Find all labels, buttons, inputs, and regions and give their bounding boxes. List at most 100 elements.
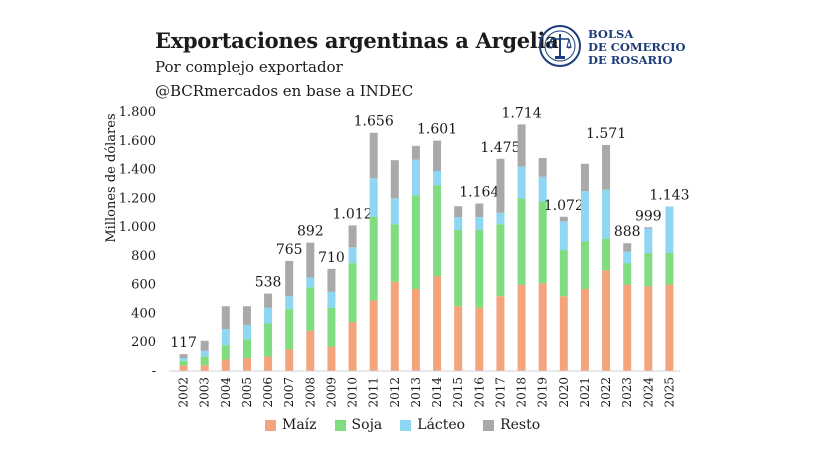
bar-segment-lacteo <box>538 176 547 202</box>
chart-source: @BCRmercados en base a INDEC <box>155 82 414 100</box>
y-tick-label: 1.200 <box>119 191 156 206</box>
bar-segment-resto <box>454 206 463 218</box>
bar-segment-lacteo <box>200 350 209 357</box>
x-tick-label: 2017 <box>493 377 507 408</box>
bar-segment-resto <box>285 260 294 297</box>
bar-segment-soja <box>221 345 230 360</box>
bar-segment-resto <box>327 268 336 292</box>
x-tick-label: 2002 <box>177 377 191 408</box>
bar-segment-lacteo <box>454 217 463 230</box>
x-tick-label: 2004 <box>219 377 233 408</box>
x-tick-label: 2013 <box>409 377 423 408</box>
bar-segment-soja <box>390 224 399 282</box>
bar-segment-resto <box>602 144 611 190</box>
legend-swatch-maiz <box>265 419 276 431</box>
bar-segment-maiz <box>285 349 294 371</box>
legend-item-maiz: Maíz <box>265 417 317 433</box>
bar-segment-maiz <box>327 346 336 371</box>
bcr-seal-icon <box>539 25 581 67</box>
x-tick-label: 2024 <box>641 377 655 408</box>
legend-item-resto: Resto <box>483 417 540 433</box>
bar-segment-lacteo <box>390 198 399 225</box>
bar-segment-lacteo <box>644 228 653 254</box>
bar-segment-soja <box>517 198 526 285</box>
bar-segment-resto <box>623 243 632 252</box>
bar-segment-soja <box>475 229 484 308</box>
x-tick-label: 2022 <box>599 377 613 408</box>
bar-segment-soja <box>623 263 632 285</box>
legend-item-soja: Soja <box>334 417 382 433</box>
x-tick-label: 2003 <box>198 377 212 408</box>
bar-segment-resto <box>411 145 420 160</box>
legend-item-lacteo: Lácteo <box>400 417 465 433</box>
bar-segment-maiz <box>242 358 251 371</box>
bar-total-label: 888 <box>614 224 641 240</box>
bar-segment-maiz <box>496 296 505 371</box>
bar-segment-soja <box>242 339 251 359</box>
bar-segment-soja <box>285 309 294 350</box>
bar-segment-maiz <box>433 276 442 371</box>
logo-line-2: DE COMERCIO <box>588 40 686 54</box>
bar-segment-resto <box>433 140 442 171</box>
x-tick-label: 2011 <box>367 377 381 408</box>
bar-segment-soja <box>496 224 505 297</box>
y-tick-label: 1.400 <box>119 163 156 178</box>
bar-segment-lacteo <box>580 191 589 242</box>
bar-segment-lacteo <box>306 277 315 288</box>
x-tick-label: 2009 <box>324 377 338 408</box>
bar-segment-lacteo <box>327 291 336 308</box>
bar-segment-maiz <box>644 286 653 371</box>
x-tick-label: 2020 <box>557 377 571 408</box>
chart-subtitle: Por complejo exportador <box>155 58 343 76</box>
legend-label-lacteo: Lácteo <box>417 417 466 433</box>
bar-segment-soja <box>433 185 442 277</box>
x-tick-label: 2021 <box>578 377 592 408</box>
bar-segment-lacteo <box>369 178 378 218</box>
bar-segment-resto <box>538 158 547 177</box>
bar-segment-soja <box>580 241 589 289</box>
bar-segment-maiz <box>538 283 547 371</box>
bar-segment-soja <box>327 307 336 347</box>
bar-segment-soja <box>411 195 420 289</box>
bar-segment-resto <box>179 354 188 359</box>
x-tick-label: 2006 <box>261 377 275 408</box>
bar-segment-soja <box>538 201 547 284</box>
bar-segment-resto <box>200 340 209 351</box>
bar-segment-lacteo <box>517 166 526 199</box>
bar-segment-resto <box>517 124 526 167</box>
bar-segment-maiz <box>369 300 378 371</box>
y-axis-label: Millones de dólares <box>104 113 119 242</box>
legend-label-resto: Resto <box>500 417 541 433</box>
bar-segment-soja <box>306 287 315 331</box>
bar-segment-soja <box>264 323 273 357</box>
bar-total-label: 1.714 <box>502 105 542 121</box>
bar-segment-lacteo <box>242 324 251 340</box>
bar-segment-lacteo <box>433 170 442 186</box>
x-tick-label: 2010 <box>346 377 360 408</box>
x-tick-label: 2018 <box>515 377 529 408</box>
bar-total-label: 1.164 <box>459 185 499 201</box>
bar-segment-lacteo <box>475 217 484 230</box>
bar-segment-maiz <box>390 281 399 371</box>
bar-total-label: 1.601 <box>417 122 457 138</box>
bar-total-label: 1.571 <box>586 126 626 142</box>
bar-segment-lacteo <box>411 159 420 196</box>
bar-segment-lacteo <box>179 358 188 361</box>
bar-segment-resto <box>348 225 357 248</box>
bar-segment-soja <box>644 253 653 287</box>
x-tick-label: 2008 <box>303 377 317 408</box>
chart-title: Exportaciones argentinas a Argelia <box>155 28 559 53</box>
bar-segment-lacteo <box>559 221 568 251</box>
logo-line-1: BOLSA <box>588 27 634 41</box>
bar-segment-lacteo <box>623 251 632 264</box>
bar-segment-maiz <box>602 270 611 371</box>
bar-segment-maiz <box>264 356 273 371</box>
bar-segment-maiz <box>306 330 315 371</box>
bar-segment-soja <box>454 229 463 307</box>
bar-segment-maiz <box>665 284 674 371</box>
bar-segment-maiz <box>221 359 230 371</box>
bar-segment-maiz <box>454 306 463 371</box>
bar-segment-resto <box>559 216 568 222</box>
bar-total-label: 1.012 <box>333 206 373 222</box>
